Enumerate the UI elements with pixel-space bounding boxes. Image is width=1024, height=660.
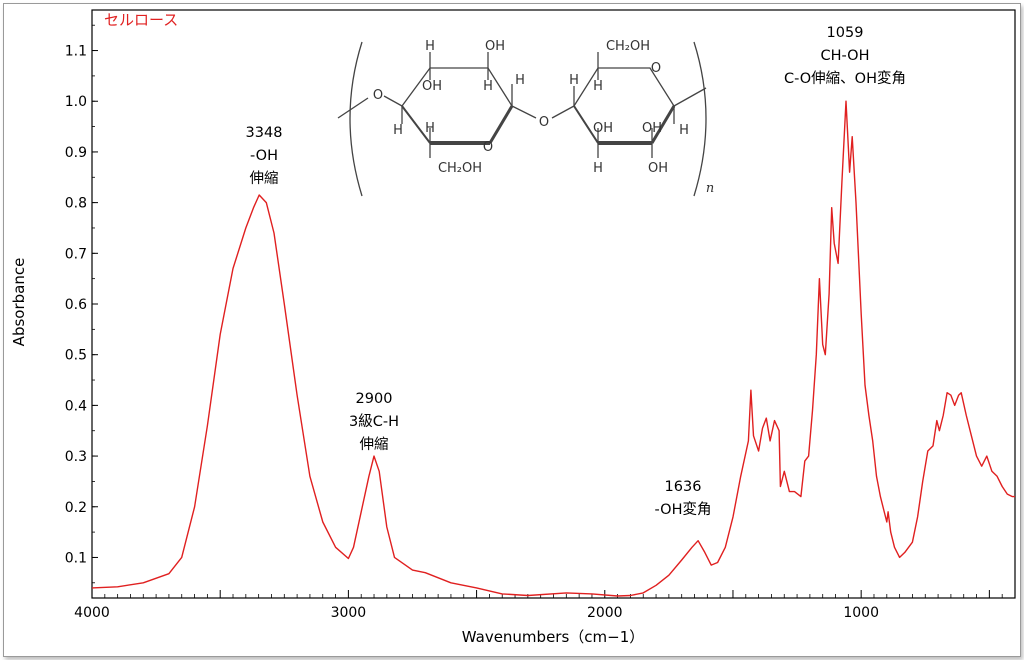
annotation-line: -OH変角 bbox=[655, 501, 712, 518]
annotation-line: 3348 bbox=[246, 125, 283, 141]
atom-label: OH bbox=[485, 39, 505, 54]
y-tick-label: 0.2 bbox=[65, 500, 87, 516]
y-tick-label: 0.7 bbox=[65, 246, 87, 262]
y-tick-label: 0.9 bbox=[65, 145, 87, 161]
left-bracket bbox=[349, 41, 363, 197]
right-bracket bbox=[693, 41, 707, 197]
atom-label: CH₂OH bbox=[438, 161, 482, 176]
sample-label: セルロース bbox=[104, 11, 178, 29]
annotation-line: 1059 bbox=[827, 25, 864, 41]
annotation-1636: 1636 -OH変角 bbox=[655, 479, 712, 518]
annotation-line: 伸縮 bbox=[360, 436, 389, 453]
y-tick-label: 0.5 bbox=[65, 348, 87, 364]
atom-label: H bbox=[393, 123, 403, 138]
y-tick-label: 0.4 bbox=[65, 398, 87, 414]
x-tick-label: 2000 bbox=[587, 605, 623, 621]
x-tick-label: 3000 bbox=[331, 605, 367, 621]
y-axis-title: Absorbance bbox=[10, 258, 28, 347]
annotation-1059: 1059 CH-OH C-O伸縮、OH変角 bbox=[784, 25, 906, 87]
atom-label: O bbox=[373, 88, 383, 103]
y-tick-label: 0.8 bbox=[65, 196, 87, 212]
atom-label: H bbox=[483, 79, 493, 94]
structure-labels: H OH OH H O H H H O CH₂OH O CH₂OH O H H … bbox=[373, 39, 714, 196]
y-tick-label: 0.6 bbox=[65, 297, 87, 313]
plot-area bbox=[91, 9, 1016, 599]
annotation-line: 2900 bbox=[356, 391, 393, 407]
x-axis: 4000 3000 2000 1000 bbox=[74, 590, 1016, 621]
atom-label: OH bbox=[422, 79, 442, 94]
annotation-3348: 3348 -OH 伸縮 bbox=[246, 125, 283, 187]
annotation-line: 3級C-H bbox=[349, 413, 399, 430]
annotation-line: -OH bbox=[250, 148, 278, 164]
chart-frame bbox=[3, 3, 1021, 657]
atom-label: H bbox=[569, 73, 579, 88]
annotation-line: 伸縮 bbox=[250, 170, 279, 187]
atom-label: H bbox=[425, 39, 435, 54]
y-tick-label: 1.1 bbox=[65, 44, 87, 60]
atom-label: O bbox=[539, 115, 549, 130]
atom-label: H bbox=[515, 73, 525, 88]
atom-label: H bbox=[593, 161, 603, 176]
y-axis: 0.1 0.2 0.3 0.4 0.5 0.6 0.7 0.8 0.9 1.0 1.1 bbox=[65, 24, 98, 584]
atom-label: H bbox=[425, 121, 435, 136]
annotation-line: 1636 bbox=[665, 479, 702, 495]
atom-label: O bbox=[651, 61, 661, 76]
atom-label: H bbox=[593, 79, 603, 94]
x-axis-title: Wavenumbers（cm−1） bbox=[462, 628, 645, 646]
cellulose-structure-diagram bbox=[337, 41, 707, 197]
annotation-line: CH-OH bbox=[821, 48, 870, 64]
annotation-2900: 2900 3級C-H 伸縮 bbox=[349, 391, 399, 453]
atom-label: CH₂OH bbox=[606, 39, 650, 54]
atom-label: OH bbox=[593, 121, 613, 136]
atom-label: H bbox=[679, 123, 689, 138]
annotation-line: C-O伸縮、OH変角 bbox=[784, 70, 906, 87]
atom-label: OH bbox=[648, 161, 668, 176]
atom-label: O bbox=[483, 140, 493, 155]
atom-label: OH bbox=[642, 121, 662, 136]
y-tick-label: 1.0 bbox=[65, 94, 87, 110]
y-tick-label: 0.3 bbox=[65, 449, 87, 465]
x-tick-label: 1000 bbox=[843, 605, 879, 621]
x-tick-label: 4000 bbox=[74, 605, 110, 621]
spectrum-line bbox=[91, 100, 1015, 597]
y-tick-label: 0.1 bbox=[65, 550, 87, 566]
repeat-n-label: n bbox=[706, 181, 714, 196]
